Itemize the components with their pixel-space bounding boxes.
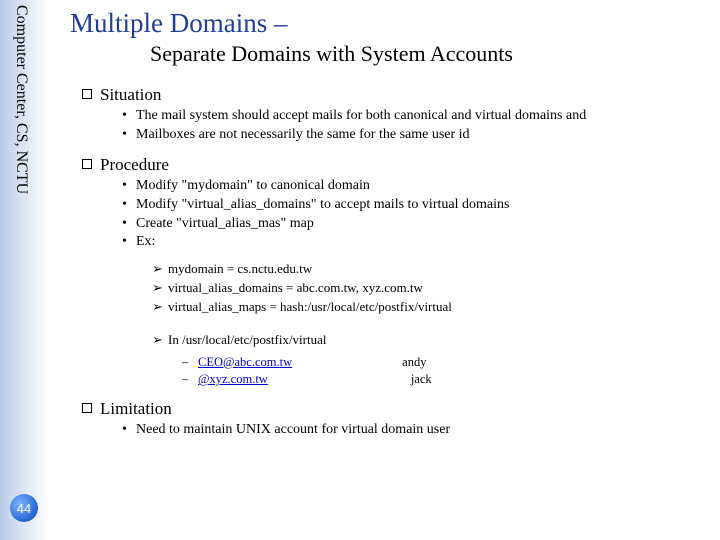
list-item: •The mail system should accept mails for…	[122, 107, 700, 126]
slide-content: Multiple Domains – Separate Domains with…	[70, 0, 700, 450]
procedure-section: Procedure •Modify "mydomain" to canonica…	[82, 155, 700, 389]
situation-list: •The mail system should accept mails for…	[122, 107, 700, 145]
situation-heading: Situation	[82, 85, 700, 105]
situation-section: Situation •The mail system should accept…	[82, 85, 700, 145]
list-item: ➢virtual_alias_maps = hash:/usr/local/et…	[152, 298, 700, 317]
sidebar-gradient: Computer Center, CS, NCTU	[0, 0, 48, 540]
procedure-heading: Procedure	[82, 155, 700, 175]
list-item: •Need to maintain UNIX account for virtu…	[122, 421, 700, 440]
example-list: ➢mydomain = cs.nctu.edu.tw ➢virtual_alia…	[152, 260, 700, 317]
mapping-to: andy	[402, 354, 426, 372]
mapping-list: –CEO@abc.com.twandy –@xyz.com.twjack	[182, 354, 700, 389]
sidebar-label: Computer Center, CS, NCTU	[12, 5, 30, 194]
page-number: 44	[17, 501, 31, 516]
list-item: ➢mydomain = cs.nctu.edu.tw	[152, 260, 700, 279]
mapping-from: CEO@abc.com.tw	[198, 355, 292, 369]
list-item: ➢virtual_alias_domains = abc.com.tw, xyz…	[152, 279, 700, 298]
list-item: •Create "virtual_alias_mas" map	[122, 215, 700, 234]
limitation-list: •Need to maintain UNIX account for virtu…	[122, 421, 700, 440]
limitation-heading: Limitation	[82, 399, 700, 419]
list-item: •Mailboxes are not necessarily the same …	[122, 126, 700, 145]
mapping-row: –@xyz.com.twjack	[182, 371, 700, 389]
list-item: •Ex:	[122, 233, 700, 252]
mapping-to: jack	[411, 371, 432, 389]
square-bullet-icon	[82, 403, 92, 413]
list-item: •Modify "virtual_alias_domains" to accep…	[122, 196, 700, 215]
mapping-from: @xyz.com.tw	[198, 372, 268, 386]
slide-subtitle: Separate Domains with System Accounts	[150, 41, 700, 67]
square-bullet-icon	[82, 159, 92, 169]
square-bullet-icon	[82, 89, 92, 99]
file-heading: ➢In /usr/local/etc/postfix/virtual	[152, 331, 700, 350]
procedure-list: •Modify "mydomain" to canonical domain •…	[122, 177, 700, 253]
limitation-section: Limitation •Need to maintain UNIX accoun…	[82, 399, 700, 440]
mapping-row: –CEO@abc.com.twandy	[182, 354, 700, 372]
file-example: ➢In /usr/local/etc/postfix/virtual	[152, 331, 700, 350]
slide-title: Multiple Domains –	[70, 8, 700, 39]
list-item: •Modify "mydomain" to canonical domain	[122, 177, 700, 196]
page-number-badge: 44	[10, 494, 38, 522]
